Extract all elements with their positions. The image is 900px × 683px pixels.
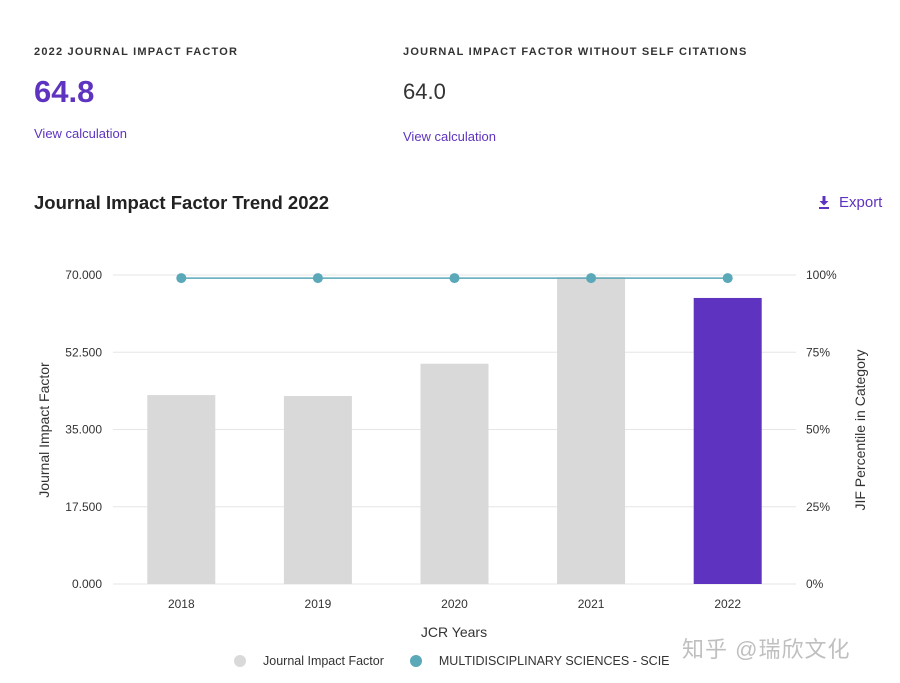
axis-layer: 0.000 0% 17.500 25% 35.000 50% 52.500 75% 70.000… [65,268,837,611]
legend-swatch-jif [234,655,246,667]
percentile-point-2022 [722,273,733,284]
y-tick-label: 35.000 [65,423,102,437]
legend-label-jif: Journal Impact Factor [263,654,384,668]
jif-no-self-value: 64.0 [403,79,446,104]
legend-label-category: MULTIDISCIPLINARY SCIENCES - SCIE [438,654,670,668]
chart-title: Journal Impact Factor Trend 2022 [34,192,330,213]
y-tick-label: 17.500 [65,500,102,514]
x-tick-label: 2022 [714,597,741,611]
percentile-point-2021 [586,273,597,284]
chart-legend: Journal Impact Factor MULTIDISCIPLINARY … [234,654,696,668]
bar-2020 [420,363,489,584]
export-label: Export [839,194,883,211]
percentile-point-2020 [449,273,460,284]
jif-view-calculation-link[interactable]: View calculation [34,126,127,141]
y2-tick-label: 100% [806,268,837,282]
x-tick-label: 2020 [441,597,468,611]
x-tick-label: 2019 [305,597,332,611]
line-layer [176,273,733,284]
y-tick-label: 70.000 [65,268,102,282]
jif-trend-chart: 0.000 0% 17.500 25% 35.000 50% 52.500 75% 70.000… [36,268,868,640]
jif-no-self-view-calculation-link[interactable]: View calculation [403,129,496,144]
bar-2021 [557,277,626,584]
y-tick-label: 52.500 [65,345,102,359]
legend-swatch-category [409,655,422,667]
legend-item-category[interactable]: MULTIDISCIPLINARY SCIENCES - SCIE [409,654,670,668]
y-tick-label: 0.000 [72,577,102,591]
x-tick-label: 2018 [168,597,195,611]
y-axis-title: Journal Impact Factor [36,362,52,498]
jif-metric: 2022 JOURNAL IMPACT FACTOR 64.8 View cal… [34,46,238,141]
bar-2019 [283,395,352,584]
watermark: 知乎 @瑞欣文化 [682,637,851,662]
percentile-point-2019 [312,273,323,284]
jif-label: 2022 JOURNAL IMPACT FACTOR [34,46,239,58]
x-axis-title: JCR Years [421,624,487,640]
export-button[interactable]: Export [818,194,882,211]
legend-item-jif[interactable]: Journal Impact Factor [234,654,384,668]
percentile-point-2018 [176,273,187,284]
bar-2018 [147,395,216,584]
x-tick-label: 2021 [578,597,605,611]
y2-tick-label: 0% [806,577,824,591]
y2-axis-title: JIF Percentile in Category [852,349,868,510]
y2-tick-label: 50% [806,423,830,437]
y2-tick-label: 25% [806,500,830,514]
jif-no-self-metric: JOURNAL IMPACT FACTOR WITHOUT SELF CITAT… [403,46,748,144]
bar-2022 [693,297,762,584]
y2-tick-label: 75% [806,345,830,359]
download-icon [818,196,830,209]
jif-value: 64.8 [34,74,95,109]
bar-layer [147,277,762,584]
jif-no-self-label: JOURNAL IMPACT FACTOR WITHOUT SELF CITAT… [403,46,748,58]
